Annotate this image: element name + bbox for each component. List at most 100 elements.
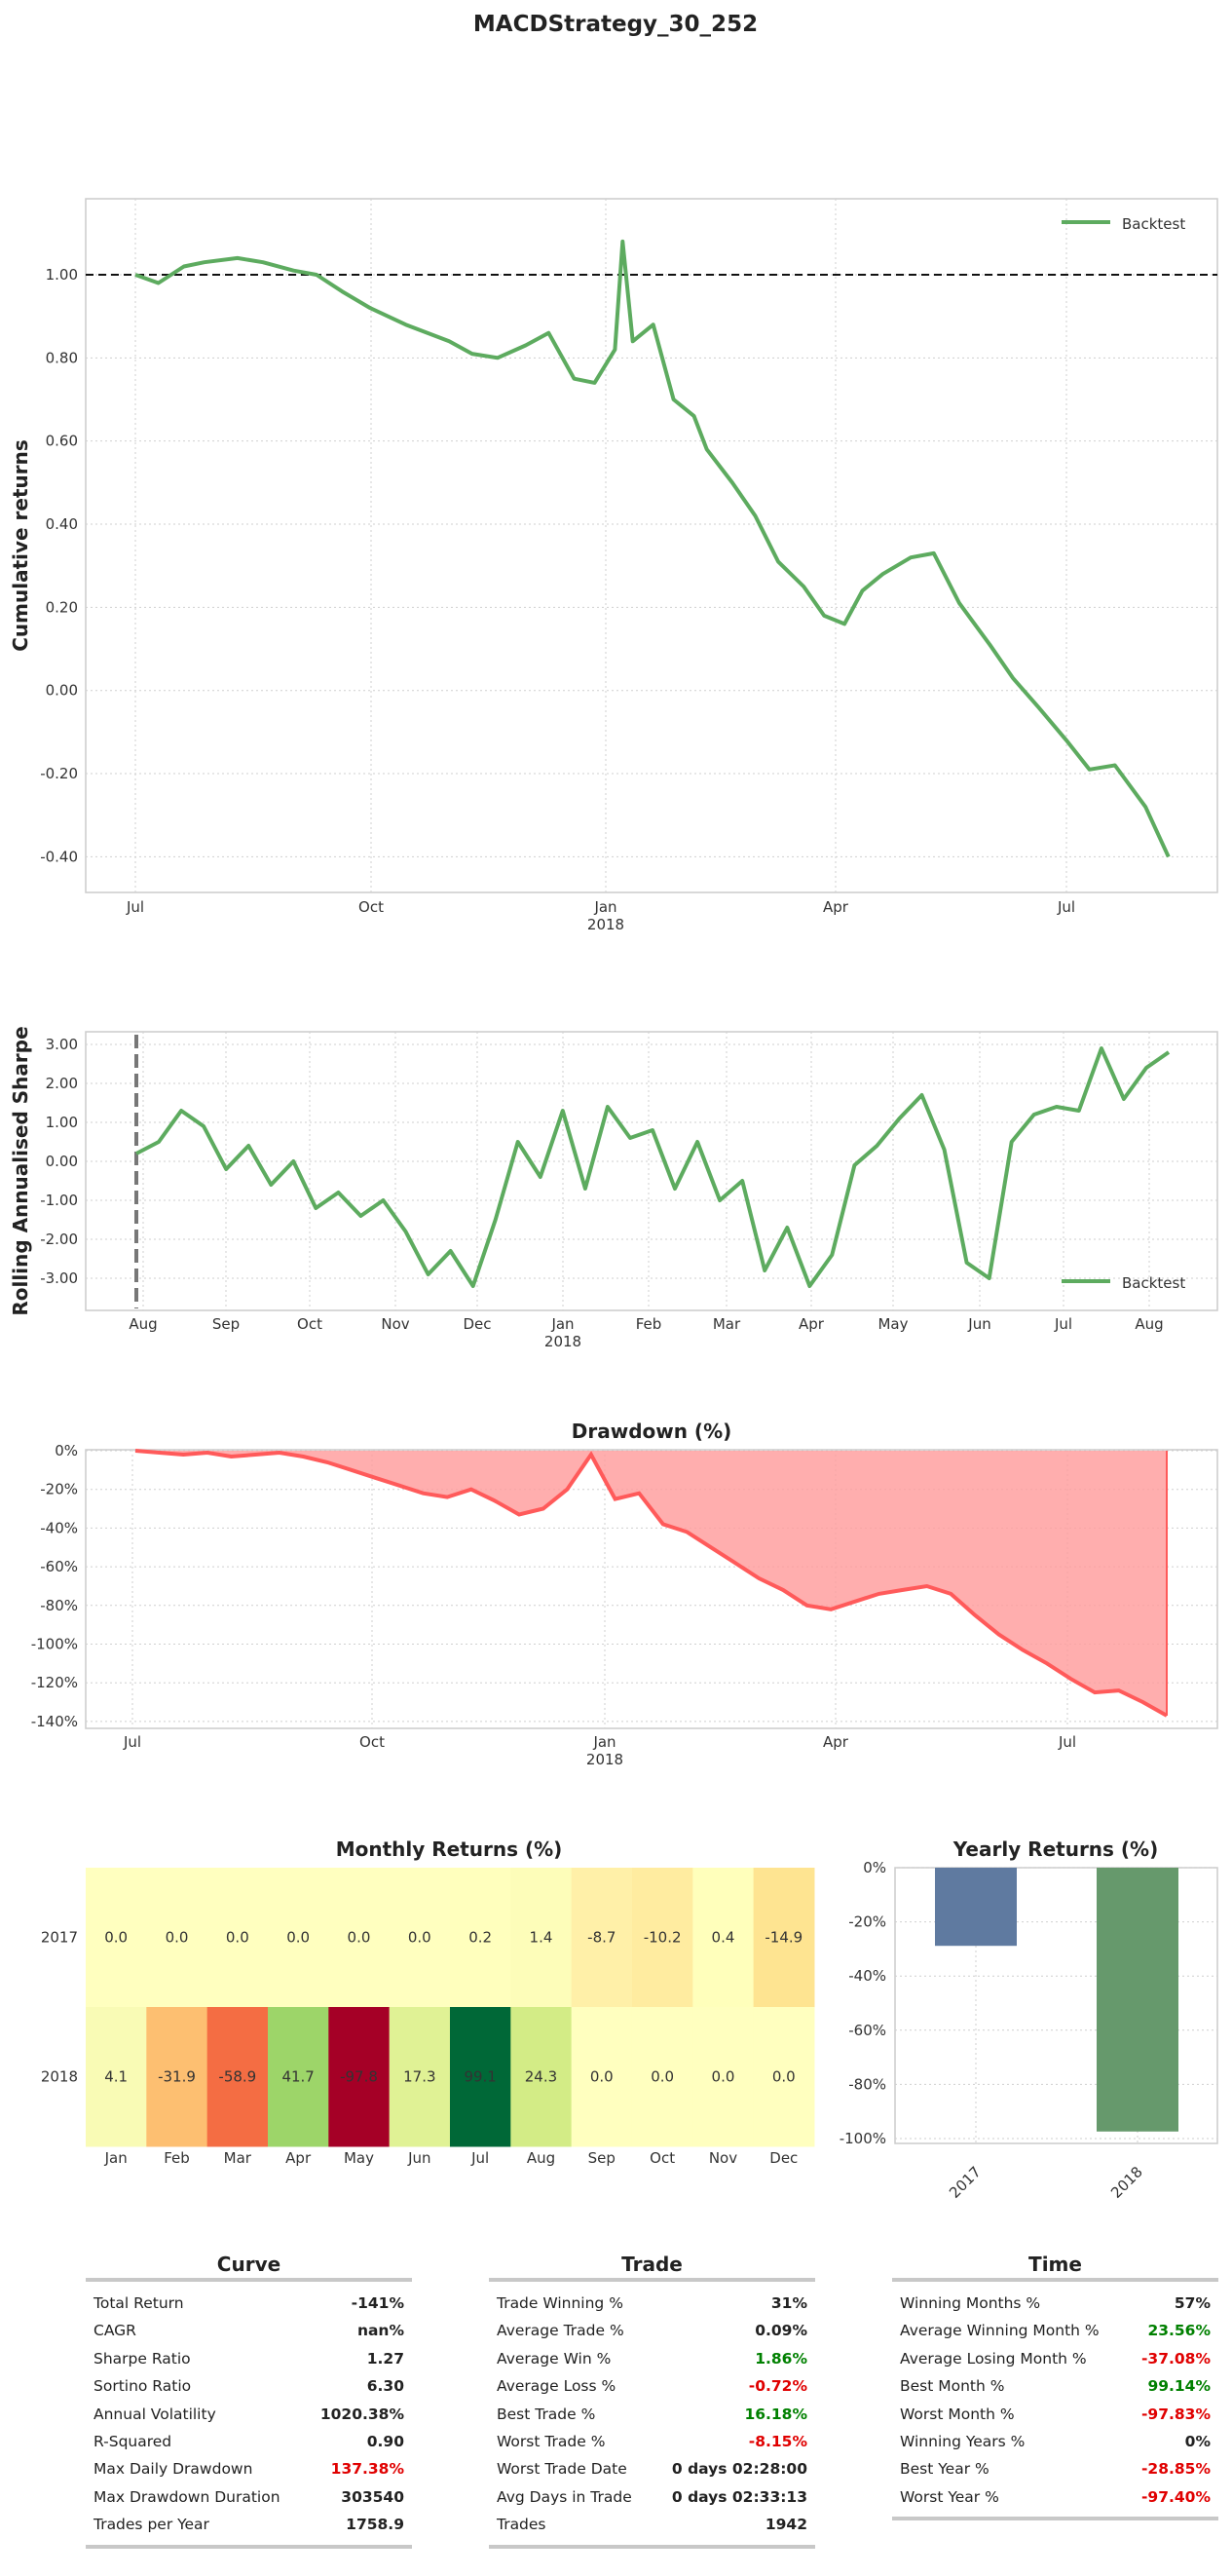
plot-frame — [85, 198, 1218, 893]
stat-row: Best Month % 99.14% — [900, 2372, 1211, 2400]
trade-stats-rows: Trade Winning % 31% Average Trade % 0.09% Av… — [489, 2282, 815, 2545]
x-tick-label: Dec — [463, 1315, 491, 1333]
plot-frame — [85, 1031, 1218, 1311]
heatmap-cell — [449, 1868, 511, 2008]
heatmap-cell-value: 0.0 — [166, 1929, 189, 1947]
stat-label: Best Month % — [900, 2377, 1005, 2396]
heatmap-cell-value: 0.0 — [590, 2068, 614, 2086]
time-stats-title: Time — [1028, 2253, 1082, 2276]
heatmap-row-label: 2018 — [41, 2068, 78, 2086]
y-tick-label: -100% — [840, 2130, 886, 2147]
heatmap-cell — [267, 1868, 329, 2008]
heatmap-cell-value: 1.4 — [530, 1929, 553, 1947]
stat-label: Average Losing Month % — [900, 2349, 1087, 2368]
trade-stats-table: Trade Trade Winning % 31% Average Trade % 0… — [489, 2251, 815, 2549]
monthly-returns-title: Monthly Returns (%) — [336, 1837, 563, 1861]
stat-row: Worst Year % -97.40% — [900, 2483, 1211, 2511]
stat-row: Worst Month % -97.83% — [900, 2401, 1211, 2428]
heatmap-cell-value: 0.0 — [104, 1929, 128, 1947]
stat-label: Total Return — [93, 2294, 184, 2312]
heatmap-column-label: Nov — [709, 2149, 737, 2167]
x-tick-sublabel: 2018 — [586, 1751, 623, 1768]
x-tick-label: Jan — [550, 1315, 574, 1333]
stat-row: Sortino Ratio 6.30 — [93, 2372, 404, 2400]
x-tick-label: Aug — [129, 1315, 157, 1333]
stat-value: 1758.9 — [346, 2516, 404, 2534]
x-tick-label: Jul — [123, 1733, 141, 1751]
x-tick-label: May — [877, 1315, 908, 1333]
x-tick-label: Apr — [823, 898, 849, 916]
stat-label: Winning Months % — [900, 2294, 1041, 2312]
x-tick-label: Nov — [381, 1315, 409, 1333]
heatmap-cell — [510, 1868, 573, 2008]
stat-value: 1.86% — [755, 2349, 807, 2368]
stat-row: R-Squared 0.90 — [93, 2428, 404, 2455]
stat-row: Total Return -141% — [93, 2290, 404, 2317]
x-tick-label: Apr — [823, 1733, 849, 1751]
yearly-bar-2018 — [1097, 1868, 1178, 2132]
y-tick-label: -1.00 — [40, 1192, 78, 1209]
heatmap-cell — [86, 1868, 147, 2008]
stat-label: Max Daily Drawdown — [93, 2460, 253, 2479]
stat-value: 1.27 — [366, 2349, 404, 2368]
y-tick-label: -2.00 — [40, 1231, 78, 1248]
x-tick-label: Oct — [359, 1733, 385, 1751]
heatmap-column-label: Oct — [650, 2149, 675, 2167]
stat-label: Average Win % — [497, 2349, 612, 2368]
heatmap-cell-value: 99.1 — [464, 2068, 496, 2086]
stat-row: Best Year % -28.85% — [900, 2455, 1211, 2482]
stat-label: Average Trade % — [497, 2322, 624, 2340]
heatmap-cell-value: 0.4 — [712, 1929, 735, 1947]
stat-row: Average Win % 1.86% — [497, 2345, 807, 2372]
stat-label: Average Loss % — [497, 2377, 616, 2396]
x-tick-label: Jul — [126, 898, 144, 916]
heatmap-cell — [206, 2007, 269, 2147]
x-tick-sublabel: 2018 — [544, 1333, 581, 1350]
x-tick-label: Jul — [1057, 898, 1075, 916]
stat-value: 1020.38% — [319, 2405, 404, 2423]
y-tick-label: -80% — [40, 1597, 78, 1614]
stat-row: Average Trade % 0.09% — [497, 2317, 807, 2344]
x-tick-sublabel: 2018 — [587, 916, 624, 933]
y-tick-label: -60% — [40, 1558, 78, 1575]
stat-value: 31% — [770, 2294, 807, 2312]
x-tick-label: Jul — [1058, 1733, 1076, 1751]
monthly-returns-heatmap: Monthly Returns (%) 0.0 0.0 0.0 0.0 0.0 0.0 0.2… — [41, 1837, 815, 2167]
stat-row: Average Losing Month % -37.08% — [900, 2345, 1211, 2372]
heatmap-column-label: Feb — [164, 2149, 190, 2167]
rolling-sharpe-chart: 3.00 2.00 1.00 0.00 -1.00 -2.00 -3.00 Aug Sep Oct… — [9, 1026, 1218, 1350]
table-top-rule — [86, 2278, 412, 2282]
stat-row: Winning Years % 0% — [900, 2428, 1211, 2455]
y-tick-label: -140% — [31, 1713, 78, 1730]
stat-row: Average Winning Month % 23.56% — [900, 2317, 1211, 2344]
table-bottom-rule — [489, 2544, 815, 2549]
heatmap-cell — [86, 2007, 147, 2147]
stat-label: Best Year % — [900, 2460, 989, 2479]
figure-canvas: MACDStrategy_30_252 1.000.800.600.400.20… — [9, 12, 1218, 2202]
y-axis-label: Rolling Annualised Sharpe — [9, 1026, 32, 1315]
heatmap-column-label: Apr — [285, 2149, 312, 2167]
y-tick-label: -3.00 — [40, 1269, 78, 1287]
heatmap-cell-value: 0.0 — [408, 1929, 431, 1947]
x-tick-label: 2018 — [1107, 2163, 1146, 2202]
stat-label: Max Drawdown Duration — [93, 2487, 280, 2506]
heatmap-cell-value: 0.0 — [286, 1929, 310, 1947]
x-tick-label: Feb — [636, 1315, 662, 1333]
heatmap-cell — [571, 1868, 633, 2008]
y-tick-label: 1.00 — [46, 1114, 78, 1131]
heatmap-cell — [631, 1868, 693, 2008]
y-tick-label: 0.00 — [46, 682, 78, 700]
heatmap-cell-value: -31.9 — [158, 2068, 196, 2086]
heatmap-cell — [146, 1868, 208, 2008]
stat-row: Max Daily Drawdown 137.38% — [93, 2455, 404, 2482]
stat-label: Winning Years % — [900, 2432, 1026, 2450]
y-tick-label: 0% — [863, 1859, 886, 1876]
heatmap-cell — [753, 2007, 815, 2147]
stat-value: -97.40% — [1141, 2487, 1211, 2506]
stat-value: 57% — [1174, 2294, 1211, 2312]
x-tick-label: Aug — [1135, 1315, 1163, 1333]
x-tick-label: Oct — [358, 898, 384, 916]
x-tick-label: Jan — [593, 898, 616, 916]
curve-stats-rows: Total Return -141% CAGR nan% Sharpe Ratio 1.2… — [86, 2282, 412, 2545]
curve-stats-table: Curve Total Return -141% CAGR nan% Sharpe Ra… — [86, 2251, 412, 2549]
